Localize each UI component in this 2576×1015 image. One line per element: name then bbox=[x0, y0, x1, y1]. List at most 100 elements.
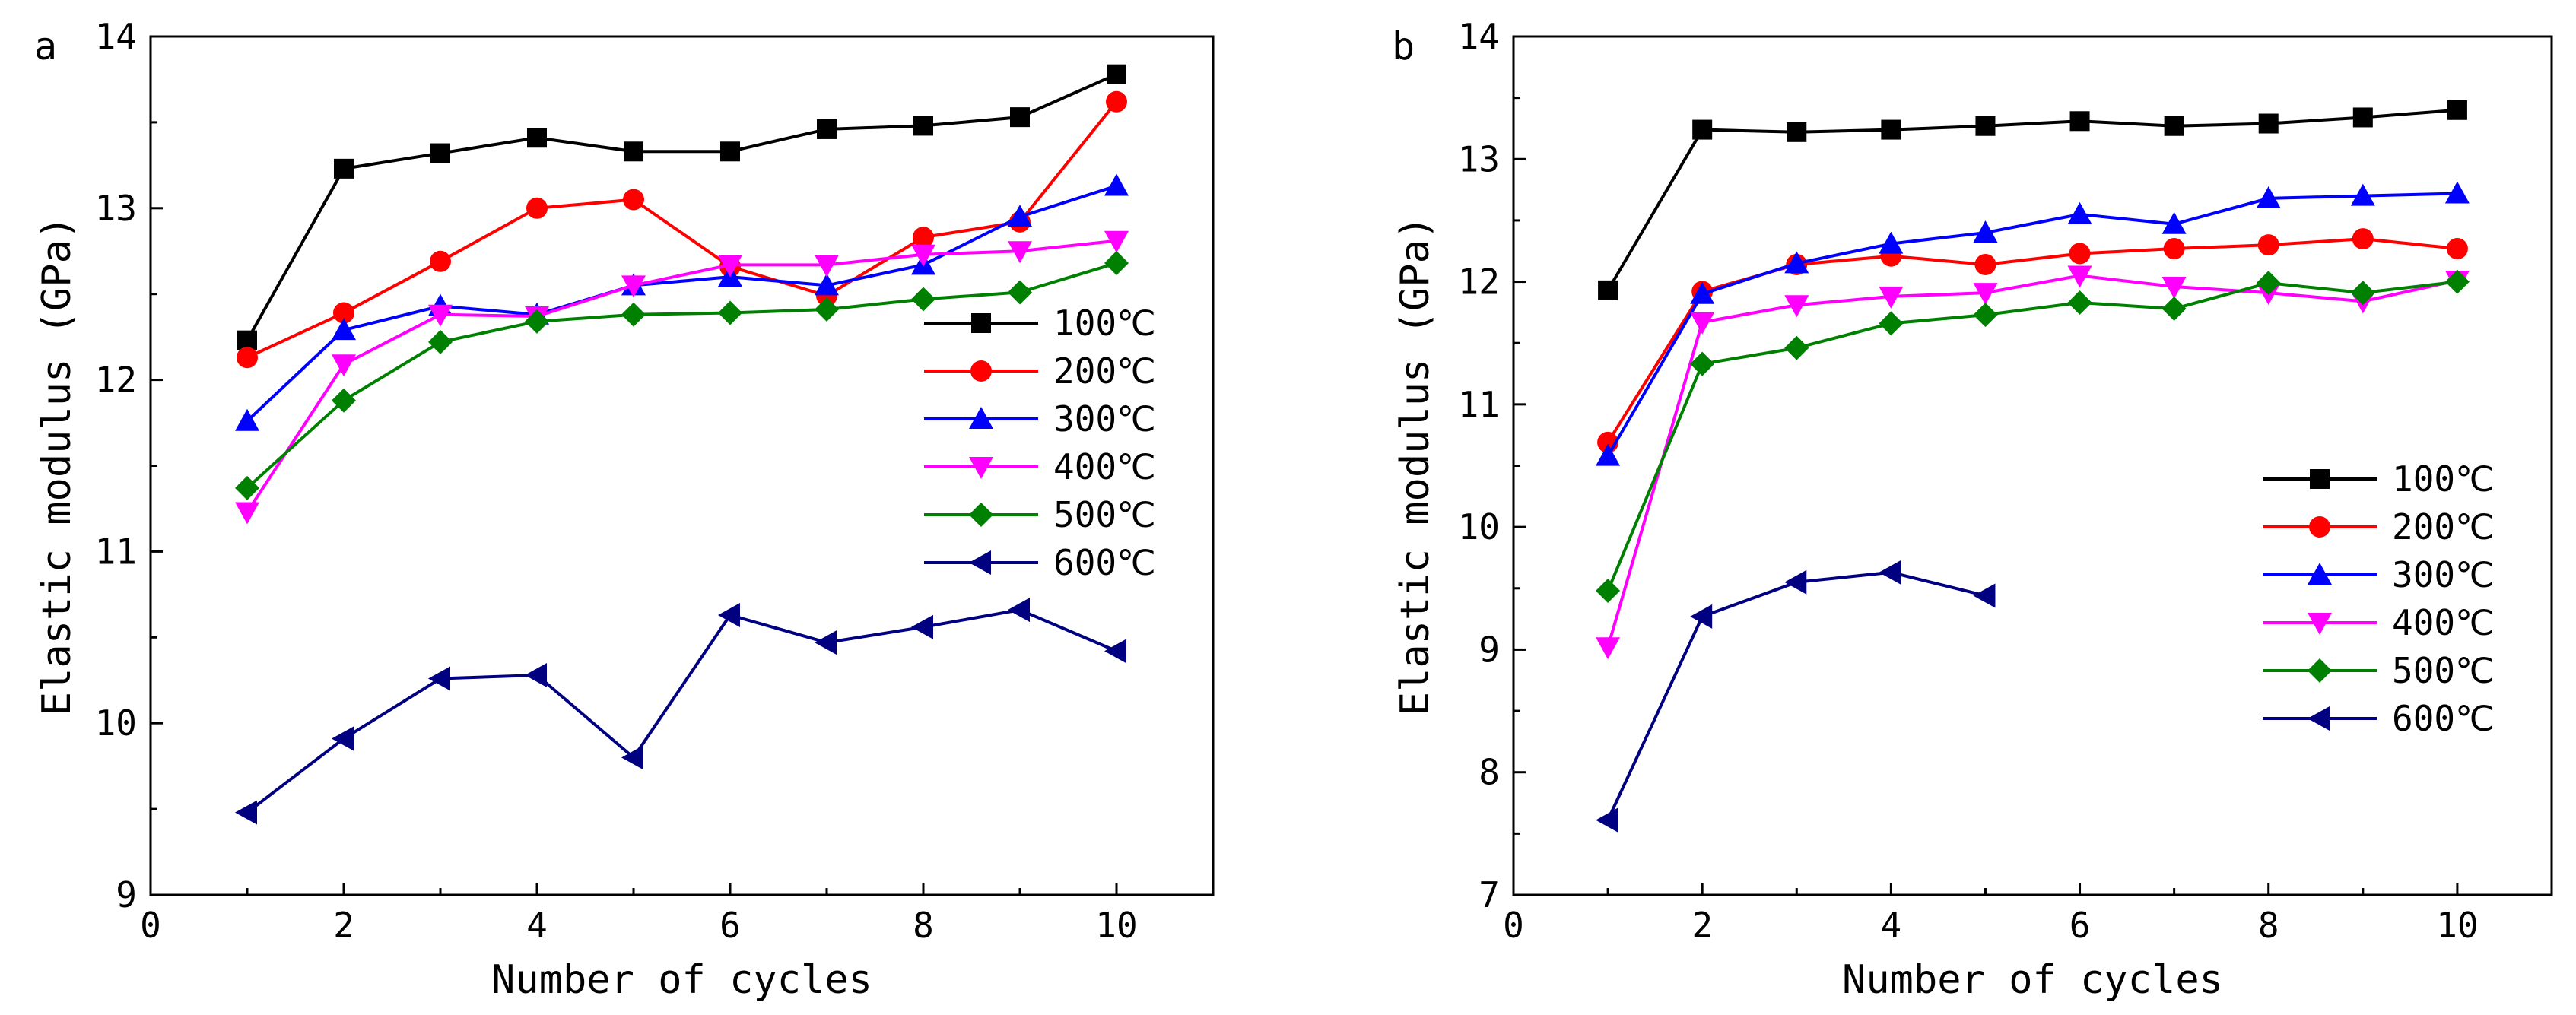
series-line bbox=[246, 72, 1117, 341]
x-tick-label: 8 bbox=[913, 905, 934, 946]
data-point bbox=[2257, 234, 2279, 256]
legend-marker bbox=[970, 360, 992, 382]
series-500℃ bbox=[1596, 269, 2470, 604]
data-point bbox=[2258, 113, 2279, 134]
data-point bbox=[1598, 280, 1618, 300]
x-tick-label: 8 bbox=[2258, 905, 2279, 946]
y-tick-label: 12 bbox=[95, 360, 137, 401]
legend-marker bbox=[2308, 658, 2332, 683]
data-point bbox=[718, 300, 742, 325]
data-point bbox=[1690, 281, 1715, 304]
data-point bbox=[1106, 90, 1127, 113]
panel-label: b bbox=[1392, 24, 1415, 68]
series-200℃ bbox=[1597, 228, 2468, 453]
y-tick-label: 11 bbox=[95, 531, 137, 572]
data-point bbox=[2164, 116, 2184, 136]
y-axis-label: Elastic modulus (GPa) bbox=[1393, 216, 1438, 715]
y-tick-label: 14 bbox=[1458, 16, 1500, 57]
series-line bbox=[246, 608, 1117, 814]
x-tick-label: 10 bbox=[2436, 905, 2478, 946]
data-point bbox=[1879, 286, 1904, 309]
y-tick-label: 11 bbox=[1458, 384, 1500, 425]
series-500℃ bbox=[235, 251, 1129, 500]
legend-item: 500℃ bbox=[924, 494, 1156, 535]
data-point bbox=[1975, 116, 1996, 136]
data-point bbox=[911, 287, 935, 312]
data-point bbox=[2161, 297, 2187, 322]
x-tick-label: 0 bbox=[1503, 905, 1524, 946]
panel-label: a bbox=[34, 24, 57, 68]
data-point bbox=[2444, 181, 2470, 204]
y-tick-label: 9 bbox=[1479, 629, 1500, 670]
legend-marker bbox=[2310, 469, 2330, 489]
legend-item: 500℃ bbox=[2263, 650, 2495, 691]
data-point bbox=[2447, 100, 2467, 120]
legend-label: 200℃ bbox=[1053, 350, 1156, 392]
data-point bbox=[333, 302, 354, 324]
legend-label: 600℃ bbox=[2392, 698, 2495, 739]
x-tick-label: 6 bbox=[719, 905, 741, 946]
panel-a: a 0 2 4 6 8 10 9 10 11 12 13 14 Number of cycles Elast… bbox=[34, 16, 1215, 1003]
data-point bbox=[525, 662, 547, 687]
legend-label: 500℃ bbox=[1053, 494, 1156, 535]
y-tick-label: 14 bbox=[95, 16, 137, 57]
legend-label: 300℃ bbox=[1053, 398, 1156, 439]
data-point bbox=[428, 666, 450, 691]
legend-label: 100℃ bbox=[2392, 458, 2495, 500]
data-point bbox=[527, 128, 547, 148]
series-100℃ bbox=[237, 64, 1126, 350]
data-point bbox=[1879, 560, 1901, 585]
data-point bbox=[1104, 230, 1129, 253]
data-point bbox=[1879, 311, 1904, 336]
data-point bbox=[334, 158, 354, 179]
series-line bbox=[246, 184, 1117, 423]
legend-marker bbox=[971, 313, 991, 333]
data-point bbox=[2161, 277, 2187, 300]
data-point bbox=[1973, 303, 1998, 328]
data-point bbox=[621, 745, 643, 770]
data-point bbox=[623, 189, 644, 211]
x-tick-label: 6 bbox=[2069, 905, 2091, 946]
data-point bbox=[1690, 351, 1715, 376]
data-point bbox=[718, 602, 740, 627]
legend-label: 600℃ bbox=[1053, 542, 1156, 583]
legend: 100℃ 200℃ 300℃ 400℃ 500℃ 600℃ bbox=[2263, 458, 2495, 739]
data-point bbox=[718, 255, 742, 278]
data-point bbox=[1596, 579, 1621, 604]
data-point bbox=[1784, 569, 1807, 595]
data-point bbox=[1973, 283, 1998, 306]
legend-item: 600℃ bbox=[2263, 698, 2495, 739]
data-point bbox=[525, 309, 549, 334]
legend-marker bbox=[969, 457, 993, 479]
data-point bbox=[1692, 119, 1713, 140]
data-point bbox=[1784, 335, 1809, 360]
legend-marker bbox=[969, 407, 993, 429]
series-400℃ bbox=[235, 230, 1129, 525]
data-point bbox=[332, 318, 356, 341]
data-point bbox=[2161, 211, 2187, 234]
series-600℃ bbox=[235, 598, 1126, 825]
y-tick-label: 12 bbox=[1458, 262, 1500, 303]
data-point bbox=[2350, 183, 2375, 206]
data-point bbox=[815, 630, 837, 655]
data-point bbox=[235, 502, 259, 525]
data-point bbox=[817, 119, 837, 139]
data-point bbox=[2446, 238, 2468, 260]
data-point bbox=[235, 475, 259, 500]
legend-item: 200℃ bbox=[924, 350, 1156, 392]
data-point bbox=[2352, 228, 2374, 250]
data-point bbox=[815, 297, 839, 322]
data-point bbox=[2350, 281, 2375, 306]
data-point bbox=[2163, 238, 2185, 260]
data-point bbox=[815, 273, 839, 296]
data-point bbox=[2256, 186, 2281, 208]
series-100℃ bbox=[1598, 100, 2467, 300]
x-tick-label: 4 bbox=[1881, 905, 1902, 946]
x-tick-label: 10 bbox=[1095, 905, 1137, 946]
series-line bbox=[246, 100, 1118, 360]
legend-label: 100℃ bbox=[1053, 303, 1156, 344]
legend-label: 300℃ bbox=[2392, 554, 2495, 595]
series-300℃ bbox=[1596, 181, 2470, 466]
data-point bbox=[1010, 107, 1030, 128]
